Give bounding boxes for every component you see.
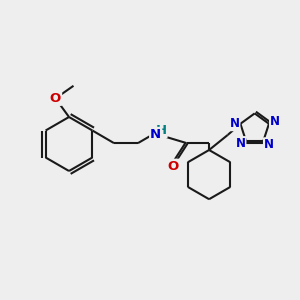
Text: H: H (155, 124, 167, 137)
Text: N: N (264, 138, 274, 151)
Text: N: N (230, 117, 239, 130)
Text: N: N (236, 137, 245, 150)
Text: O: O (168, 160, 179, 173)
Text: N: N (150, 128, 161, 141)
Text: N: N (270, 115, 280, 128)
Text: O: O (50, 92, 61, 105)
